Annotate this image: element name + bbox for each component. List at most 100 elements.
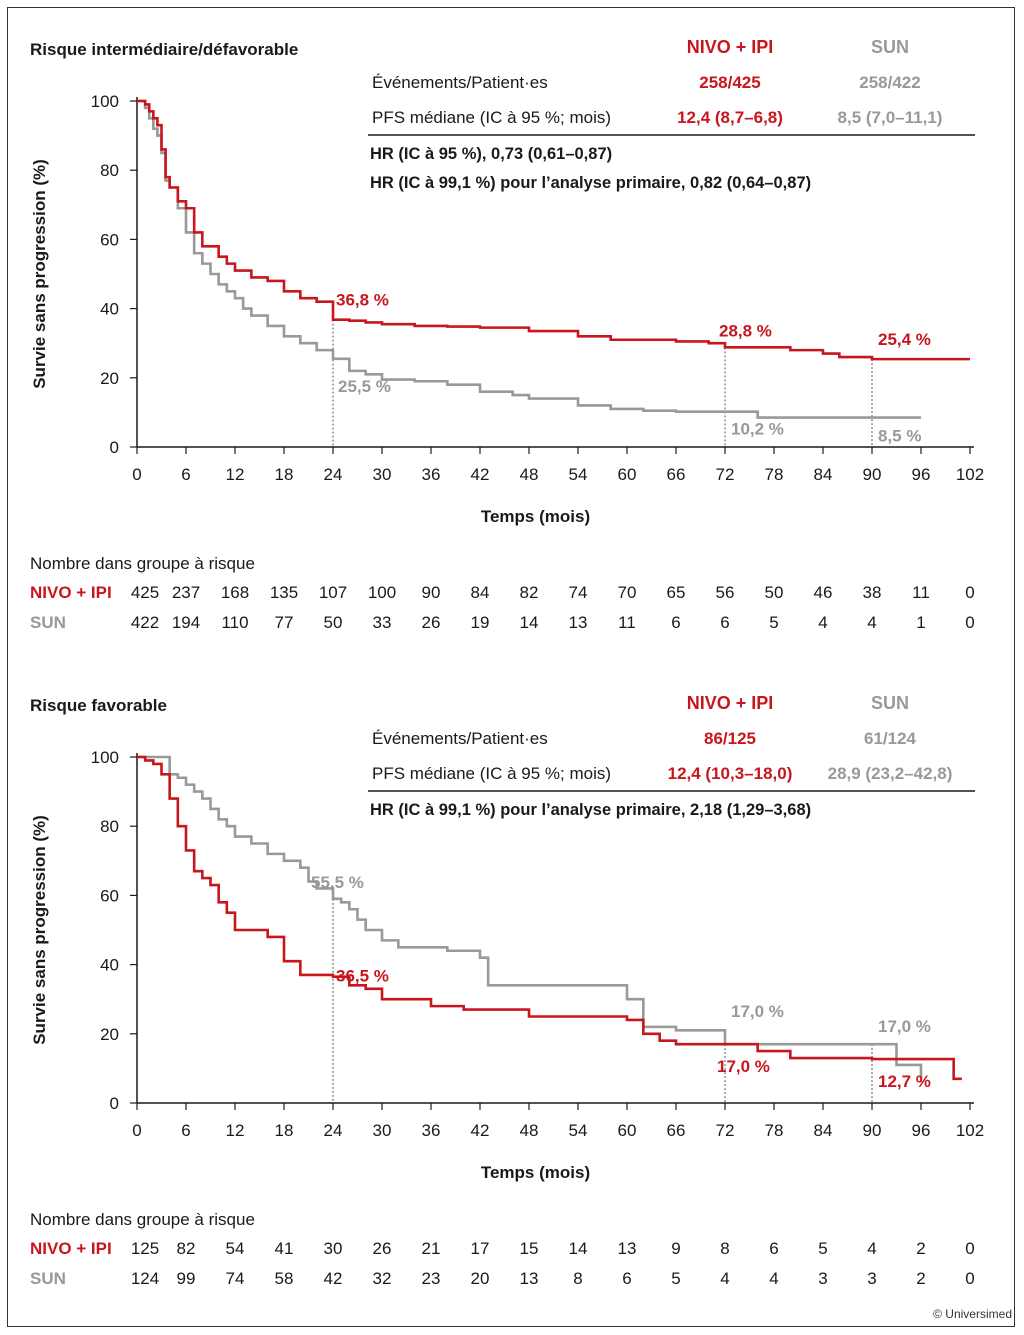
x-tick-label: 60 xyxy=(618,465,637,484)
data-label: 36,8 % xyxy=(336,291,389,310)
risk-count: 8 xyxy=(573,1269,582,1288)
x-tick-label: 72 xyxy=(716,465,735,484)
x-tick-label: 48 xyxy=(520,465,539,484)
chart-panel-1: Risque intermédiaire/défavorable NIVO + I… xyxy=(30,37,984,632)
legend-value-nivo: 12,4 (8,7–6,8) xyxy=(677,108,783,127)
risk-count: 50 xyxy=(324,613,343,632)
risk-count: 82 xyxy=(177,1239,196,1258)
risk-count: 0 xyxy=(965,613,974,632)
risk-count: 74 xyxy=(226,1269,245,1288)
data-label: 17,0 % xyxy=(731,1002,784,1021)
risk-table-title: Nombre dans groupe à risque xyxy=(30,1210,255,1229)
risk-count: 33 xyxy=(373,613,392,632)
x-tick-label: 78 xyxy=(765,465,784,484)
chart-title: Risque favorable xyxy=(30,696,167,715)
x-tick-label: 24 xyxy=(324,465,343,484)
x-tick-label: 0 xyxy=(132,1121,141,1140)
risk-count: 13 xyxy=(618,1239,637,1258)
risk-count: 41 xyxy=(275,1239,294,1258)
risk-table-title: Nombre dans groupe à risque xyxy=(30,554,255,573)
risk-count: 110 xyxy=(221,613,248,632)
hr-note: HR (IC à 99,1 %) pour l’analyse primaire… xyxy=(370,801,811,819)
risk-row-label: SUN xyxy=(30,613,66,632)
x-tick-label: 0 xyxy=(132,465,141,484)
risk-count: 168 xyxy=(221,583,249,602)
risk-count: 6 xyxy=(622,1269,631,1288)
sun-curve xyxy=(137,99,921,419)
sun-curve xyxy=(137,755,923,1083)
risk-count: 14 xyxy=(569,1239,588,1258)
data-label: 25,4 % xyxy=(878,330,931,349)
x-tick-label: 66 xyxy=(667,465,686,484)
data-label: 17,0 % xyxy=(717,1057,770,1076)
risk-row-label: SUN xyxy=(30,1269,66,1288)
legend-row-label: PFS médiane (IC à 95 %; mois) xyxy=(372,764,611,783)
risk-count: 30 xyxy=(324,1239,343,1258)
risk-row-label: NIVO + IPI xyxy=(30,1239,112,1258)
risk-count: 56 xyxy=(716,583,735,602)
x-tick-label: 84 xyxy=(814,1121,833,1140)
risk-count: 82 xyxy=(520,583,539,602)
risk-count: 6 xyxy=(769,1239,778,1258)
legend-row-label: Événements/Patient·es xyxy=(372,73,548,92)
legend-header-sun: SUN xyxy=(871,693,909,713)
risk-count: 0 xyxy=(965,583,974,602)
hr-note: HR (IC à 99,1 %) pour l’analyse primaire… xyxy=(370,174,811,192)
legend-row-label: PFS médiane (IC à 95 %; mois) xyxy=(372,108,611,127)
risk-count: 90 xyxy=(422,583,441,602)
data-label: 28,8 % xyxy=(719,321,772,340)
data-label: 10,2 % xyxy=(731,420,784,439)
x-tick-label: 96 xyxy=(912,465,931,484)
risk-count: 54 xyxy=(226,1239,245,1258)
y-tick-label: 40 xyxy=(100,956,119,975)
y-tick-label: 60 xyxy=(100,230,119,249)
risk-count: 5 xyxy=(818,1239,827,1258)
x-axis-label: Temps (mois) xyxy=(481,507,590,526)
x-tick-label: 78 xyxy=(765,1121,784,1140)
legend-value-nivo: 258/425 xyxy=(699,73,760,92)
risk-row-label: NIVO + IPI xyxy=(30,583,112,602)
x-tick-label: 60 xyxy=(618,1121,637,1140)
chart-panel-2: Risque favorable NIVO + IPI SUN Événements/… xyxy=(30,693,984,1288)
risk-count: 4 xyxy=(867,1239,876,1258)
risk-count: 4 xyxy=(818,613,827,632)
x-tick-label: 18 xyxy=(275,465,294,484)
y-axis-label: Survie sans progression (%) xyxy=(30,159,49,389)
data-label: 17,0 % xyxy=(878,1017,931,1036)
copyright-label: © Universimed xyxy=(933,1307,1012,1321)
risk-count: 194 xyxy=(172,613,200,632)
x-tick-label: 54 xyxy=(569,1121,588,1140)
risk-count: 84 xyxy=(471,583,490,602)
x-tick-label: 30 xyxy=(373,465,392,484)
x-tick-label: 72 xyxy=(716,1121,735,1140)
risk-count: 8 xyxy=(720,1239,729,1258)
risk-count: 3 xyxy=(818,1269,827,1288)
risk-count: 42 xyxy=(324,1269,343,1288)
risk-count: 17 xyxy=(471,1239,490,1258)
legend-value-nivo: 12,4 (10,3–18,0) xyxy=(668,764,793,783)
x-tick-label: 66 xyxy=(667,1121,686,1140)
risk-count: 6 xyxy=(671,613,680,632)
risk-count: 20 xyxy=(471,1269,490,1288)
legend-value-sun: 61/124 xyxy=(864,729,917,748)
risk-count: 2 xyxy=(916,1269,925,1288)
risk-count: 107 xyxy=(319,583,347,602)
risk-count: 425 xyxy=(131,583,159,602)
y-tick-label: 20 xyxy=(100,1025,119,1044)
nivo-ipi-curve xyxy=(137,755,962,1081)
risk-count: 9 xyxy=(671,1239,680,1258)
x-tick-label: 12 xyxy=(226,465,245,484)
y-axis-label: Survie sans progression (%) xyxy=(30,815,49,1045)
risk-count: 237 xyxy=(172,583,200,602)
risk-count: 70 xyxy=(618,583,637,602)
risk-count: 38 xyxy=(863,583,882,602)
legend-value-sun: 28,9 (23,2–42,8) xyxy=(828,764,953,783)
risk-count: 125 xyxy=(131,1239,159,1258)
x-tick-label: 24 xyxy=(324,1121,343,1140)
x-tick-label: 90 xyxy=(863,465,882,484)
risk-count: 46 xyxy=(814,583,833,602)
risk-count: 11 xyxy=(912,583,930,602)
risk-count: 1 xyxy=(916,613,925,632)
y-tick-label: 100 xyxy=(91,92,119,111)
